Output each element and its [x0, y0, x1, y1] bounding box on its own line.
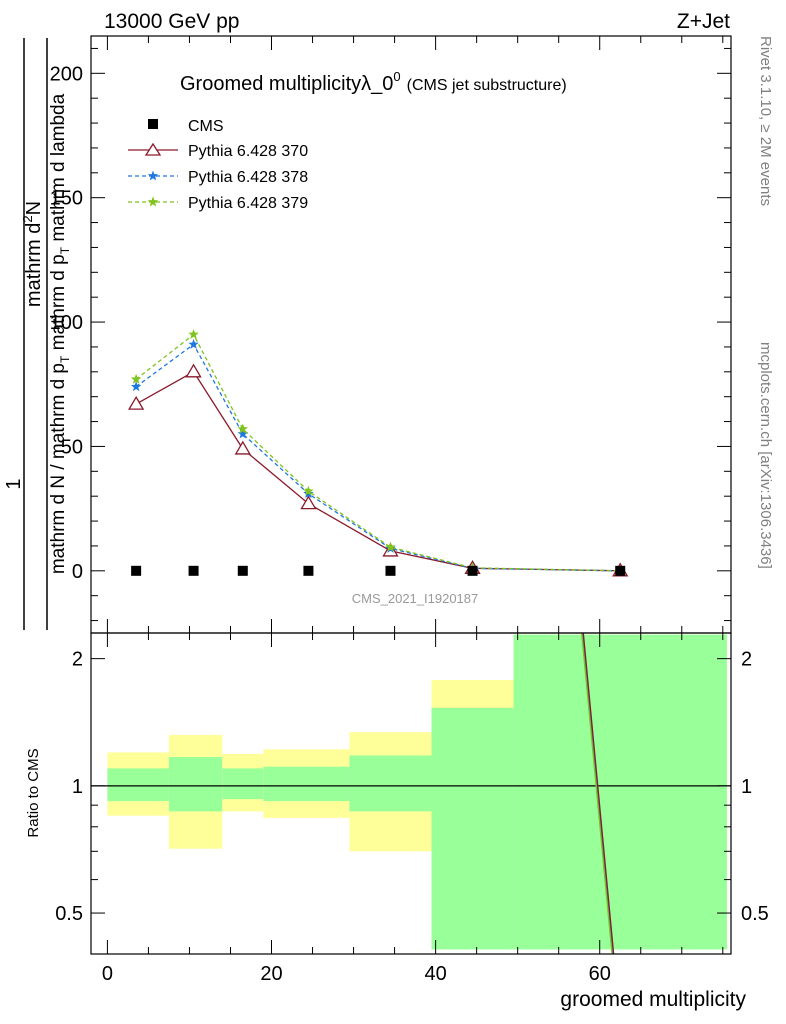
main-y-tick-label: 0 — [72, 561, 83, 583]
main-y-tick-label: 50 — [61, 436, 83, 458]
ratio-band-inner — [107, 768, 169, 802]
ratio-y-axis: 0.5 0.5 1 1 2 2 — [55, 649, 769, 955]
main-x-axis — [106, 36, 724, 633]
y-label-numerator: mathrm d2N — [20, 201, 45, 307]
process-label: Z+Jet — [677, 10, 730, 33]
y-label-numerator-main: mathrm d — [23, 223, 45, 307]
ratio-y-tick-label-right: 2 — [741, 649, 752, 671]
ratio-band-inner — [263, 766, 350, 802]
main-y-axis: 0 50 100 150 200 — [50, 47, 731, 622]
ratio-band-inner — [168, 757, 223, 812]
ratio-y-tick-label: 2 — [72, 649, 83, 671]
ratio-panel: 0.5 0.5 1 1 2 2 0 20 40 60 Ratio to CMS groomed … — [25, 632, 769, 1011]
y-label-denominator-mid: mathrm d p — [48, 254, 69, 355]
x-tick-label: 60 — [589, 963, 611, 985]
data-point-pythia-6-428-379 — [385, 541, 396, 552]
legend-marker-pythia-378 — [147, 170, 159, 181]
legend-star-shape-379 — [147, 196, 159, 207]
data-point-cms — [237, 565, 248, 576]
ratio-line-pythia-6-428-379 — [581, 632, 613, 955]
data-point-cms — [303, 565, 314, 576]
ratio-x-axis: 0 20 40 60 — [102, 633, 724, 985]
ratio-band-inner — [222, 768, 264, 800]
ratio-line-pythia-6-428-378 — [581, 632, 614, 955]
rivet-label: Rivet 3.1.10, ≥ 2M events — [757, 36, 774, 206]
main-y-tick-label: 150 — [50, 188, 83, 210]
data-point-cms — [385, 565, 396, 576]
ratio-frame — [90, 632, 732, 955]
main-y-label: 1 mathrm d2N mathrm d N / mathrm d pT ma… — [3, 38, 72, 630]
ratio-y-tick-label: 0.5 — [55, 903, 83, 925]
plot-title: Groomed multiplicityλ_00 (CMS jet substru… — [180, 69, 567, 95]
data-point-pythia-6-428-379 — [303, 485, 314, 496]
series-line-pythia-6-428-379 — [135, 333, 621, 572]
data-point-cms — [615, 565, 626, 576]
plot-title-main: Groomed multiplicityλ_0 — [180, 73, 393, 95]
ratio-y-tick-label-right: 0.5 — [741, 903, 769, 925]
plot-subtitle: (CMS jet substructure) — [407, 77, 567, 94]
legend-marker-pythia-379 — [147, 196, 159, 207]
data-point-pythia-6-428-370 — [127, 395, 145, 410]
y-label-denominator-end: mathrm d lambda — [48, 93, 69, 247]
main-series-layer — [127, 329, 629, 577]
ratio-lines-layer — [581, 632, 615, 955]
legend-label-pythia-378: Pythia 6.428 378 — [188, 169, 308, 186]
data-point-pythia-6-428-378 — [188, 338, 199, 349]
ratio-y-tick-label-right: 1 — [741, 776, 752, 798]
legend-label-pythia-370: Pythia 6.428 370 — [188, 143, 308, 160]
data-point-cms — [467, 565, 478, 576]
plot-title-superscript: 0 — [393, 69, 400, 84]
x-tick-label: 20 — [260, 963, 282, 985]
y-label-denominator: mathrm d N / mathrm d pT mathrm d pT mat… — [48, 93, 72, 574]
y-label-numerator-superscript: 2 — [20, 215, 35, 222]
watermark: CMS_2021_I1920187 — [352, 591, 479, 606]
legend-star-shape-378 — [147, 170, 159, 181]
data-point-pythia-6-428-370 — [234, 440, 251, 455]
legend: CMS Pythia 6.428 370 Pythia 6.428 378 Py… — [128, 118, 308, 212]
data-point-pythia-6-428-379 — [188, 329, 199, 339]
legend-marker-cms — [148, 119, 158, 129]
data-point-cms — [131, 565, 142, 576]
legend-marker-pythia-370 — [144, 142, 162, 156]
data-point-pythia-6-428-379 — [130, 373, 142, 384]
ratio-band-inner — [431, 707, 514, 950]
data-point-pythia-6-428-378 — [237, 428, 249, 439]
main-y-tick-label: 100 — [50, 312, 83, 334]
energy-label: 13000 GeV pp — [104, 10, 239, 33]
main-y-tick-label: 200 — [50, 63, 83, 85]
mcplots-label: mcplots.cern.ch [arXiv:1306.3436] — [757, 342, 774, 569]
data-point-pythia-6-428-370 — [185, 363, 202, 378]
data-point-cms — [188, 565, 199, 576]
x-tick-label: 0 — [102, 963, 113, 985]
data-point-pythia-6-428-379 — [237, 423, 249, 434]
data-point-pythia-6-428-370 — [300, 495, 317, 510]
y-label-prefix: 1 — [3, 478, 25, 489]
y-label-denominator-main: mathrm d N / mathrm d p — [48, 363, 69, 574]
x-axis-label: groomed multiplicity — [560, 988, 746, 1011]
series-line-pythia-6-428-378 — [135, 343, 621, 572]
ratio-band-inner — [349, 755, 432, 812]
x-tick-label: 40 — [424, 963, 446, 985]
y-label-denominator-sub2: T — [58, 246, 72, 254]
legend-label-cms: CMS — [188, 118, 224, 135]
y-label-numerator-end: N — [23, 201, 45, 215]
ratio-y-label: Ratio to CMS — [25, 748, 42, 837]
main-frame — [90, 35, 732, 634]
ratio-line-pythia-6-428-370 — [582, 632, 615, 955]
y-label-denominator-sub1: T — [58, 355, 72, 363]
data-point-pythia-6-428-378 — [130, 381, 142, 392]
legend-label-pythia-379: Pythia 6.428 379 — [188, 195, 308, 212]
ratio-y-tick-label: 1 — [72, 776, 83, 798]
ratio-band-inner — [513, 634, 727, 950]
ratio-bands-layer — [107, 634, 727, 950]
